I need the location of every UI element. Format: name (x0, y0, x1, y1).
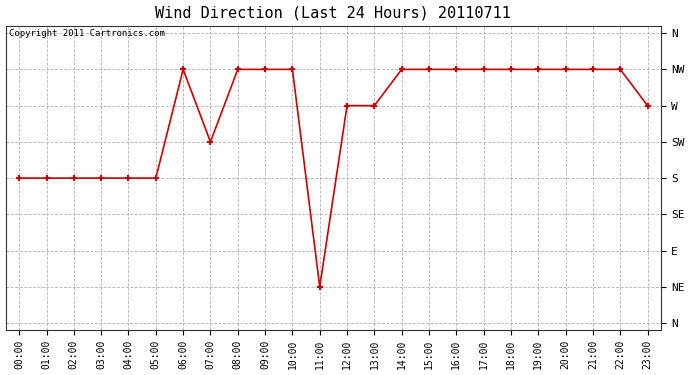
Text: Copyright 2011 Cartronics.com: Copyright 2011 Cartronics.com (9, 29, 165, 38)
Title: Wind Direction (Last 24 Hours) 20110711: Wind Direction (Last 24 Hours) 20110711 (155, 6, 511, 21)
